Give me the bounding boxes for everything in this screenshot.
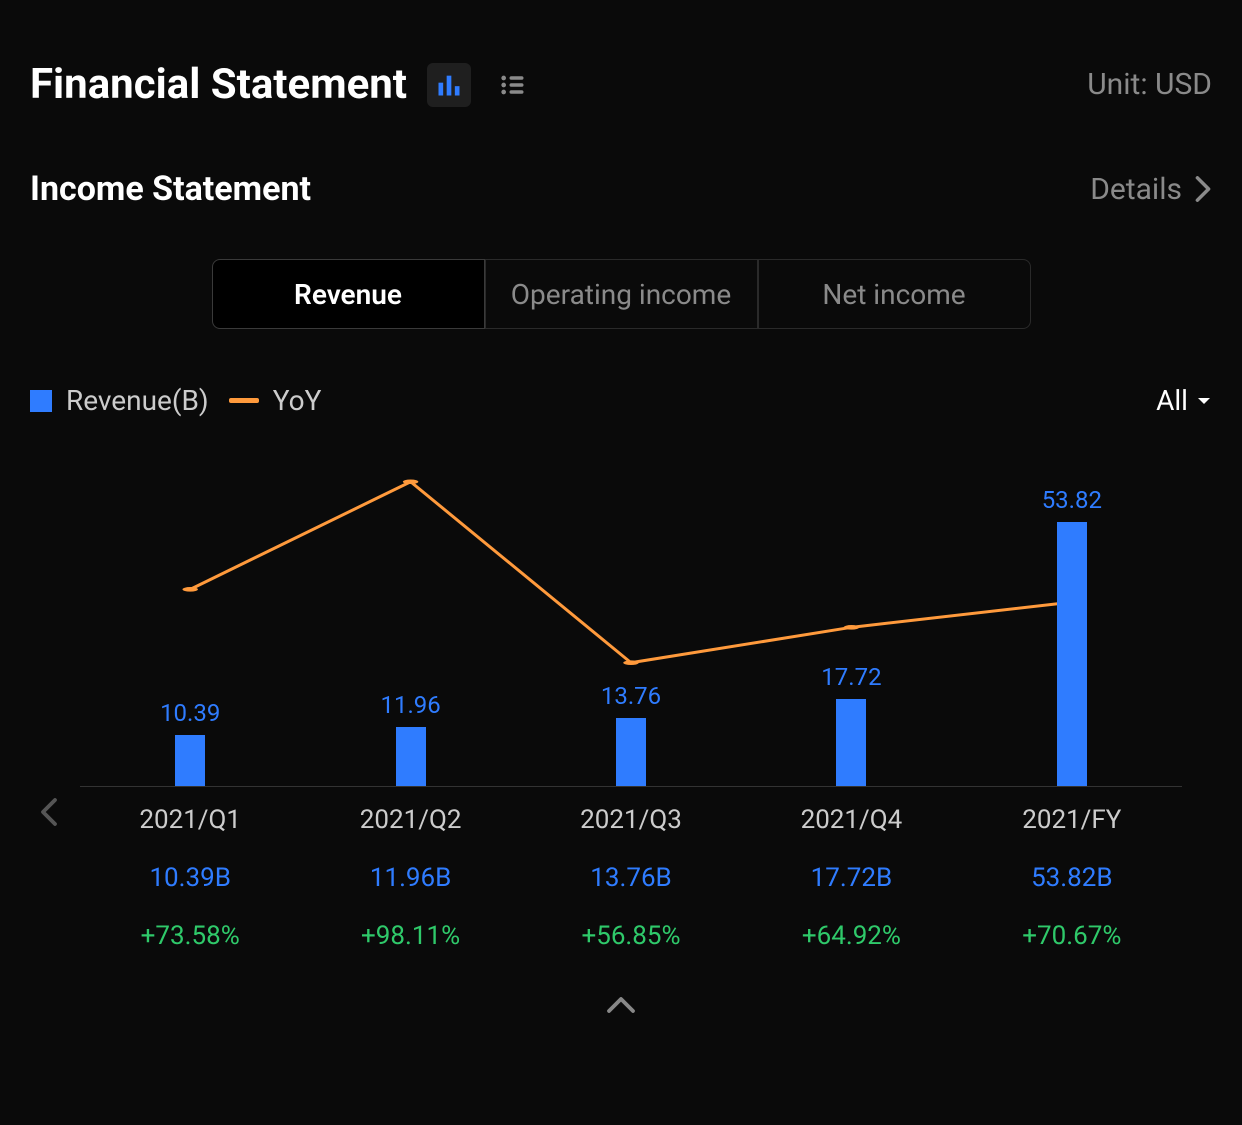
details-link[interactable]: Details xyxy=(1090,172,1212,207)
period-filter[interactable]: All xyxy=(1156,384,1212,417)
xaxis-labels: 2021/Q12021/Q22021/Q32021/Q42021/FY xyxy=(80,805,1182,835)
expand-handle[interactable] xyxy=(30,996,1212,1014)
legend-revenue: Revenue(B) xyxy=(30,384,209,417)
yoy-cell: +70.67% xyxy=(962,921,1182,951)
unit-label: Unit: USD xyxy=(1087,67,1212,102)
bar xyxy=(1057,522,1087,786)
list-view-toggle[interactable] xyxy=(491,63,535,107)
value-row: 10.39B11.96B13.76B17.72B53.82B xyxy=(80,863,1182,893)
legend-line-swatch xyxy=(229,398,259,403)
bar xyxy=(396,727,426,786)
legend-bar-label: Revenue(B) xyxy=(66,384,209,417)
filter-selected: All xyxy=(1156,384,1188,417)
value-cell: 13.76B xyxy=(521,863,741,893)
tab-net-income[interactable]: Net income xyxy=(758,259,1031,329)
legend-yoy: YoY xyxy=(229,384,322,417)
chart-column: 11.96 xyxy=(300,457,520,786)
legend-row: Revenue(B) YoY All xyxy=(30,384,1212,417)
value-cell: 10.39B xyxy=(80,863,300,893)
yoy-cell: +56.85% xyxy=(521,921,741,951)
header-left: Financial Statement xyxy=(30,60,535,109)
xaxis-label: 2021/Q3 xyxy=(521,805,741,835)
section-header: Income Statement Details xyxy=(30,169,1212,209)
xaxis-label: 2021/Q1 xyxy=(80,805,300,835)
header: Financial Statement Unit: USD xyxy=(30,60,1212,109)
value-cell: 11.96B xyxy=(300,863,520,893)
list-icon xyxy=(499,71,527,99)
bar xyxy=(175,735,205,786)
chart-column: 17.72 xyxy=(741,457,961,786)
metric-tabs: Revenue Operating income Net income xyxy=(30,259,1212,329)
chart-view-toggle[interactable] xyxy=(427,63,471,107)
bar-value-label: 11.96 xyxy=(380,691,440,719)
section-title: Income Statement xyxy=(30,169,311,209)
chart-column: 10.39 xyxy=(80,457,300,786)
bar xyxy=(616,718,646,786)
bar-value-label: 10.39 xyxy=(160,699,220,727)
value-cell: 17.72B xyxy=(741,863,961,893)
yoy-cell: +98.11% xyxy=(300,921,520,951)
tab-revenue[interactable]: Revenue xyxy=(212,259,485,329)
chevron-up-icon xyxy=(606,996,636,1014)
bar-value-label: 53.82 xyxy=(1042,486,1102,514)
chevron-right-icon xyxy=(1194,175,1212,203)
xaxis-label: 2021/FY xyxy=(962,805,1182,835)
chart-column: 13.76 xyxy=(521,457,741,786)
chevron-left-icon xyxy=(40,797,58,827)
legend-bar-swatch xyxy=(30,390,52,412)
bar xyxy=(836,699,866,786)
chart-column: 53.82 xyxy=(962,457,1182,786)
details-label: Details xyxy=(1090,172,1182,207)
xaxis-label: 2021/Q2 xyxy=(300,805,520,835)
legend-items: Revenue(B) YoY xyxy=(30,384,321,417)
yoy-cell: +73.58% xyxy=(80,921,300,951)
revenue-chart: 10.39 11.96 13.76 17.72 53.82 xyxy=(80,457,1182,787)
xaxis-label: 2021/Q4 xyxy=(741,805,961,835)
bar-chart-icon xyxy=(435,71,463,99)
bar-value-label: 13.76 xyxy=(601,682,661,710)
yoy-cell: +64.92% xyxy=(741,921,961,951)
tab-operating-income[interactable]: Operating income xyxy=(485,259,758,329)
yoy-row: +73.58%+98.11%+56.85%+64.92%+70.67% xyxy=(80,921,1182,951)
page-title: Financial Statement xyxy=(30,60,407,109)
value-cell: 53.82B xyxy=(962,863,1182,893)
legend-line-label: YoY xyxy=(273,384,322,417)
caret-down-icon xyxy=(1196,396,1212,406)
scroll-left-button[interactable] xyxy=(40,797,58,831)
bar-value-label: 17.72 xyxy=(821,663,881,691)
